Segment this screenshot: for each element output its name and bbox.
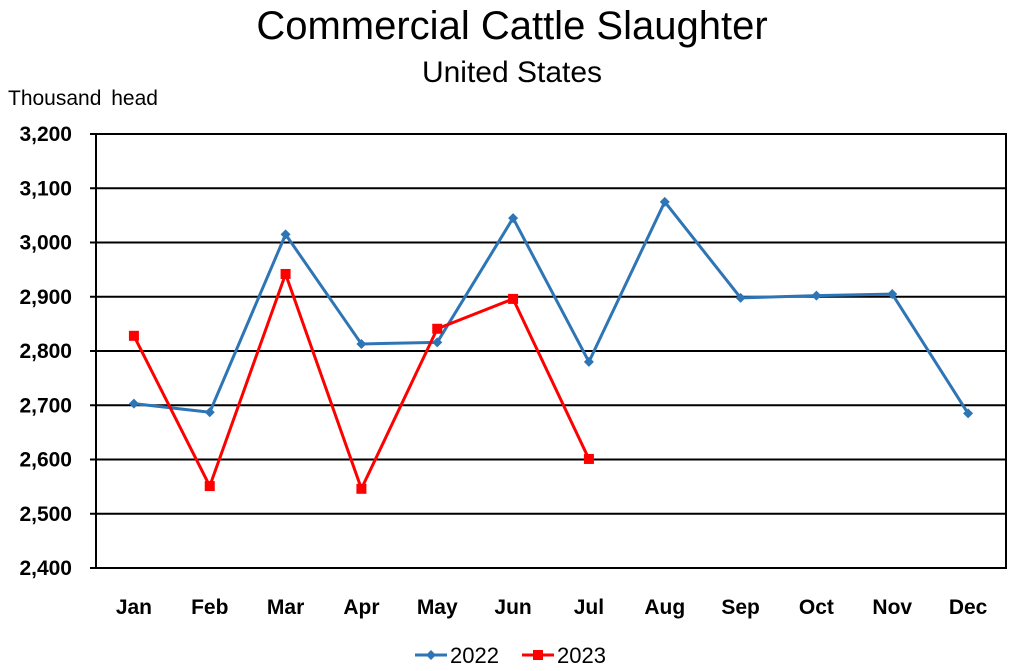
y-tick-label: 2,400	[19, 557, 72, 580]
y-tick-label: 3,100	[19, 177, 72, 200]
x-tick-label: Aug	[644, 596, 685, 619]
data-point	[508, 293, 519, 304]
legend-swatch-marker	[533, 650, 543, 660]
series-lines	[128, 196, 974, 494]
x-tick-labels: Jan Feb Mar Apr May Jun Jul Aug Sep Oct Nov Dec	[116, 596, 988, 619]
series-line-2023	[132, 272, 591, 491]
legend-item-2022: 2022	[415, 643, 499, 668]
y-tick-label: 3,000	[19, 232, 72, 255]
data-point	[432, 323, 443, 334]
data-point	[887, 289, 898, 300]
data-point	[280, 268, 291, 279]
legend-item-2023: 2023	[522, 643, 606, 668]
data-point	[356, 338, 367, 349]
y-tick-label: 2,500	[19, 503, 72, 526]
y-tick-labels: 2,400 2,500 2,600 2,700 2,800 2,900 3,000 3,100…	[19, 123, 72, 580]
gridlines	[90, 133, 1007, 569]
data-point	[508, 213, 519, 224]
x-tick-label: Feb	[191, 596, 228, 619]
legend: 2022 2023	[415, 643, 606, 668]
legend-label: 2023	[557, 643, 606, 668]
data-point	[659, 196, 670, 207]
data-point	[583, 453, 594, 464]
series-2022	[128, 196, 974, 419]
data-point	[128, 330, 139, 341]
x-tick-label: Jul	[574, 596, 604, 619]
y-tick-label: 2,900	[19, 286, 72, 309]
data-point	[811, 290, 822, 301]
x-tick-label: Sep	[721, 596, 760, 619]
chart-title: Commercial Cattle Slaughter	[256, 4, 768, 48]
x-tick-label: Nov	[872, 596, 912, 619]
y-tick-label: 2,600	[19, 449, 72, 472]
x-tick-label: Oct	[799, 596, 834, 619]
legend-swatch-marker	[426, 650, 436, 660]
x-tick-label: Mar	[267, 596, 304, 619]
data-point	[432, 337, 443, 348]
series-line-2022	[133, 200, 970, 415]
x-tick-label: Jan	[116, 596, 152, 619]
data-point	[204, 407, 215, 418]
chart-subtitle: United States	[421, 56, 603, 89]
y-tick-label: 2,800	[19, 340, 72, 363]
data-point	[963, 408, 974, 419]
data-point	[735, 292, 746, 303]
data-point	[280, 229, 291, 240]
y-axis-label: Thousand head	[8, 87, 158, 110]
y-tick-label: 2,700	[19, 394, 72, 417]
data-point	[583, 356, 594, 367]
data-point	[128, 398, 139, 409]
x-tick-label: Apr	[343, 596, 379, 619]
legend-label: 2022	[450, 643, 499, 668]
data-point	[204, 481, 215, 492]
x-tick-label: Dec	[949, 596, 988, 619]
series-2023	[128, 268, 594, 494]
x-tick-label: May	[417, 596, 458, 619]
x-tick-label: Jun	[494, 596, 531, 619]
data-point	[356, 483, 367, 494]
y-tick-label: 3,200	[19, 123, 72, 146]
